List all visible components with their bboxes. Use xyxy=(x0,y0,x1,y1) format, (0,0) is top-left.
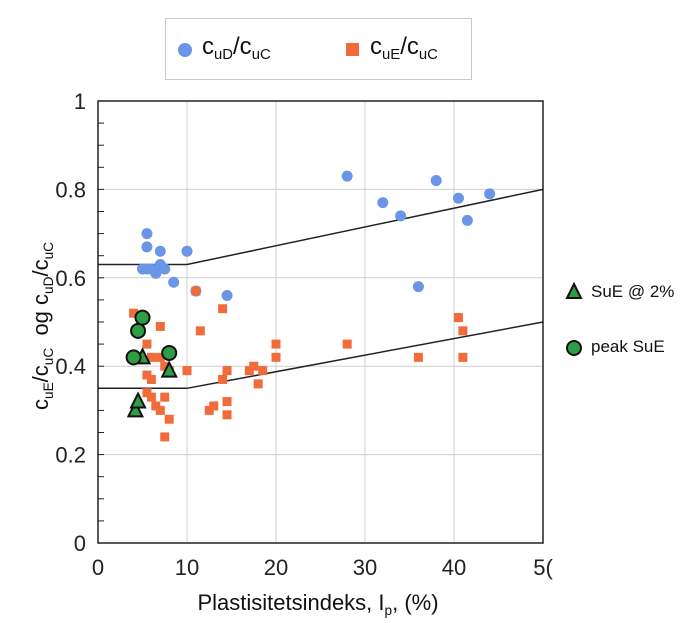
blue-point xyxy=(159,263,171,275)
blue-point xyxy=(452,192,464,204)
blue-point xyxy=(430,175,442,187)
x-axis-label: Plastisitetsindeks, Ip, (%) xyxy=(197,590,439,618)
orange-point xyxy=(160,392,170,402)
axis-ticks: 0 10 20 30 40 5( 0 0.2 0.4 0.6 0.8 1 xyxy=(55,89,553,580)
legend: cuD/cuC cuE/cuC xyxy=(165,18,472,80)
side-legend-markers xyxy=(565,281,583,356)
blue-point xyxy=(141,228,153,240)
green-triangle-point xyxy=(126,400,144,418)
x-tick-label: 5( xyxy=(533,555,553,580)
green-triangle-point xyxy=(129,391,147,409)
x-tick-label: 30 xyxy=(353,555,377,580)
green-triangle-icon xyxy=(565,281,583,299)
green-circle-point xyxy=(125,349,142,366)
blue-point xyxy=(341,170,353,182)
side-legend-triangle-label: SuE @ 2% xyxy=(591,282,675,301)
legend-label-ud: cuD/cuC xyxy=(202,33,271,64)
orange-point xyxy=(142,339,152,349)
trend-line xyxy=(98,321,544,390)
orange-point xyxy=(253,379,263,389)
orange-point xyxy=(164,414,174,424)
x-tick-label: 40 xyxy=(442,555,466,580)
orange-point xyxy=(155,352,165,362)
orange-point xyxy=(222,410,232,420)
side-legend-circle-label: peak SuE xyxy=(591,337,665,356)
orange-point xyxy=(146,352,156,362)
orange-point xyxy=(222,397,232,407)
blue-point xyxy=(461,214,473,226)
data-points xyxy=(125,170,496,442)
green-circle-point xyxy=(134,309,151,326)
y-tick-label: 0.4 xyxy=(55,354,86,379)
blue-point xyxy=(181,245,193,257)
orange-point xyxy=(182,366,192,376)
y-tick-label: 0.6 xyxy=(55,266,86,291)
orange-point xyxy=(271,352,281,362)
x-tick-label: 20 xyxy=(264,555,288,580)
blue-circle-icon xyxy=(178,43,192,57)
blue-point xyxy=(221,289,233,301)
green-circle-icon xyxy=(566,340,582,356)
blue-point xyxy=(412,281,424,293)
orange-point xyxy=(413,352,423,362)
trend-line xyxy=(98,188,544,266)
orange-point xyxy=(191,286,201,296)
orange-point xyxy=(249,361,259,371)
orange-point xyxy=(258,366,268,376)
orange-point xyxy=(155,405,165,415)
side-legend-triangle: SuE @ 2% xyxy=(565,282,674,302)
orange-point xyxy=(160,432,170,442)
trend-lines xyxy=(98,188,544,390)
orange-point xyxy=(271,339,281,349)
blue-point xyxy=(168,276,180,288)
orange-point xyxy=(458,326,468,336)
legend-label-ue: cuE/cuC xyxy=(370,33,438,64)
x-tick-label: 10 xyxy=(175,555,199,580)
y-tick-label: 0 xyxy=(74,531,86,556)
blue-point xyxy=(137,263,148,275)
orange-point xyxy=(218,304,228,314)
blue-point xyxy=(484,188,496,200)
orange-point xyxy=(342,339,352,349)
orange-square-icon xyxy=(346,43,359,56)
orange-point xyxy=(453,313,463,323)
blue-point xyxy=(150,267,162,279)
y-tick-label: 1 xyxy=(74,89,86,114)
side-legend-circle: peak SuE xyxy=(565,337,665,357)
orange-point xyxy=(218,374,228,384)
orange-point xyxy=(222,366,232,376)
orange-point xyxy=(129,308,139,318)
orange-point xyxy=(458,352,468,362)
x-tick-label: 0 xyxy=(92,555,104,580)
blue-point xyxy=(141,241,153,253)
orange-point xyxy=(155,321,165,331)
y-axis-label: cuE/cuC og cuD/cuC xyxy=(28,242,56,410)
orange-point xyxy=(146,374,156,384)
orange-point xyxy=(195,326,205,336)
blue-point xyxy=(395,210,407,222)
green-circle-point xyxy=(161,344,178,361)
orange-point xyxy=(209,401,219,411)
green-circle-point xyxy=(130,322,147,339)
y-tick-label: 0.8 xyxy=(55,177,86,202)
green-triangle-point xyxy=(160,360,178,378)
orange-point xyxy=(146,392,156,402)
blue-point xyxy=(377,197,389,209)
blue-point xyxy=(154,245,166,257)
y-tick-label: 0.2 xyxy=(55,443,86,468)
